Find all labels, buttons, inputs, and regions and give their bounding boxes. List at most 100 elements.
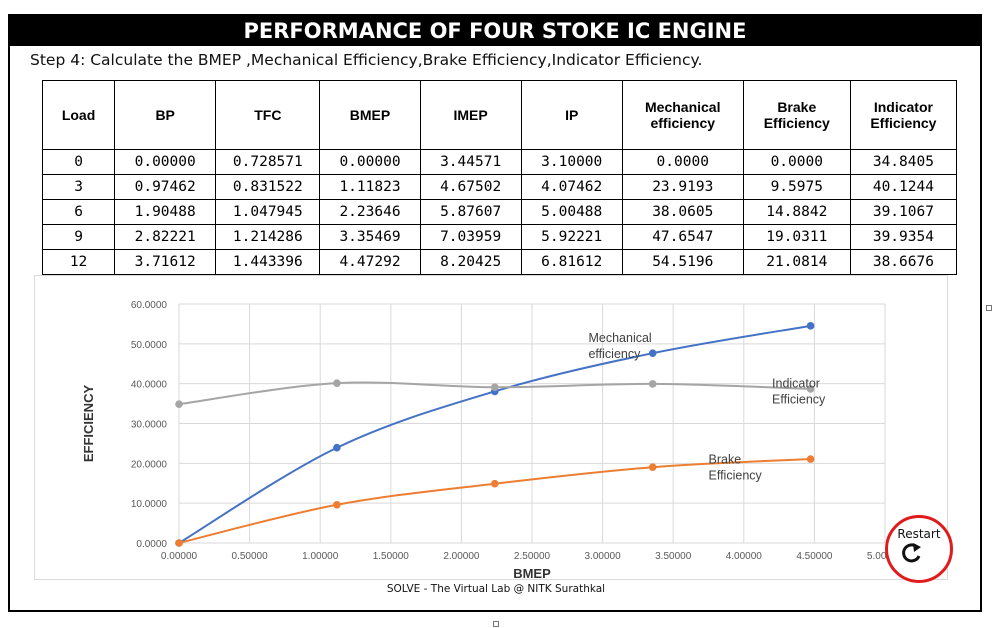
results-table: Load BP TFC BMEP IMEP IP Mechanical efficiency… [41, 80, 958, 275]
table-cell: 4.47292 [319, 249, 421, 275]
page-title: PERFORMANCE OF FOUR STOKE IC ENGINE [10, 16, 980, 46]
table-cell: 23.9193 [621, 174, 744, 200]
x-tick-label: 3.50000 [655, 551, 692, 562]
column-header: Mechanical efficiency [621, 80, 744, 150]
table-cell: 38.6676 [849, 249, 958, 275]
table-cell: 1.047945 [215, 199, 321, 225]
data-point [333, 500, 341, 509]
table-cell: 34.8405 [849, 149, 958, 175]
series-label: Efficiency [772, 393, 826, 407]
x-tick-label: 2.50000 [514, 551, 551, 562]
data-point [175, 400, 183, 409]
x-tick-label: 4.50000 [796, 551, 833, 562]
table-cell: 7.03959 [419, 224, 522, 250]
table-cell: 3 [41, 174, 116, 200]
table-cell: 2.23646 [319, 199, 421, 225]
table-cell: 54.5196 [621, 249, 744, 275]
table-cell: 1.443396 [215, 249, 321, 275]
data-point [333, 379, 341, 387]
table-cell: 6.81612 [520, 249, 623, 275]
x-tick-label: 2.00000 [443, 551, 480, 562]
edge-handle [493, 621, 499, 627]
x-tick-label: 0.00000 [161, 551, 198, 562]
series-label: Efficiency [709, 468, 763, 482]
data-point [333, 443, 341, 452]
x-tick-label: 4.00000 [726, 551, 763, 562]
column-header: Load [41, 80, 116, 150]
table-cell: 5.87607 [419, 199, 522, 225]
y-tick-label: 30.0000 [131, 420, 168, 431]
table-cell: 0.0000 [742, 149, 851, 175]
table-row: 6 1.90488 1.047945 2.23646 5.87607 5.00488 38.… [41, 199, 958, 225]
table-cell: 47.6547 [621, 224, 744, 250]
table-cell: 9.5975 [742, 174, 851, 200]
table-cell: 21.0814 [742, 249, 851, 275]
table-cell: 1.214286 [215, 224, 321, 250]
table-cell: 40.1244 [849, 174, 958, 200]
series-label: Indicator [772, 377, 820, 391]
y-tick-label: 60.0000 [131, 300, 168, 311]
data-point [490, 479, 499, 488]
y-tick-label: 0.0000 [136, 539, 167, 550]
column-header: BMEP [319, 80, 421, 150]
footer-credit: SOLVE - The Virtual Lab @ NITK Surathkal [386, 583, 606, 595]
table-cell: 3.71612 [114, 249, 217, 275]
data-point [175, 539, 183, 547]
table-cell: 19.0311 [742, 224, 851, 250]
table-cell: 3.10000 [520, 149, 623, 175]
x-axis-title: BMEP [513, 566, 551, 579]
x-tick-label: 1.00000 [302, 551, 339, 562]
data-point [806, 322, 815, 330]
y-axis-title: EFFICIENCY [81, 385, 96, 463]
table-cell: 0.00000 [114, 149, 217, 175]
table-cell: 2.82221 [114, 224, 217, 250]
edge-handle [986, 305, 992, 311]
y-tick-label: 40.0000 [131, 380, 168, 391]
table-row: 12 3.71612 1.443396 4.47292 8.20425 6.81612 54… [41, 249, 958, 275]
restart-label: Restart [897, 527, 941, 541]
table-row: 3 0.97462 0.831522 1.11823 4.67502 4.07462 23.… [41, 174, 958, 200]
table-cell: 6 [41, 199, 116, 225]
table-cell: 3.35469 [319, 224, 421, 250]
table-cell: 0.0000 [621, 149, 744, 175]
table-cell: 0.831522 [215, 174, 321, 200]
series-label: Brake [709, 452, 742, 466]
data-point [490, 383, 499, 392]
table-cell: 39.9354 [849, 224, 958, 250]
y-tick-label: 50.0000 [131, 340, 168, 351]
table-row: 9 2.82221 1.214286 3.35469 7.03959 5.92221 47.… [41, 224, 958, 250]
column-header: IP [520, 80, 623, 150]
table-cell: 0.728571 [215, 149, 321, 175]
data-point [806, 385, 815, 393]
table-cell: 38.0605 [621, 199, 744, 225]
series-label: efficiency [588, 347, 641, 361]
column-header: Brake Efficiency [742, 80, 851, 150]
data-point [648, 380, 657, 388]
chart-svg: 0.0000 10.0000 20.0000 30.0000 40.0000 50.000… [81, 300, 904, 579]
table-cell: 9 [41, 224, 116, 250]
x-tick-label: 0.50000 [232, 551, 269, 562]
table-cell: 0.00000 [319, 149, 421, 175]
series-label: Mechanical [588, 331, 651, 345]
y-tick-label: 20.0000 [131, 459, 168, 470]
table-cell: 4.67502 [419, 174, 522, 200]
table-cell: 39.1067 [849, 199, 958, 225]
series-line [178, 324, 811, 544]
table-cell: 3.44571 [419, 149, 522, 175]
column-header: IMEP [419, 80, 522, 150]
data-point [806, 455, 815, 463]
column-header: BP [114, 80, 217, 150]
column-header: Indicator Efficiency [849, 80, 958, 150]
table-cell: 12 [41, 249, 116, 275]
column-header: TFC [215, 80, 321, 150]
y-tick-label: 10.0000 [131, 499, 168, 510]
table-cell: 8.20425 [419, 249, 522, 275]
table-cell: 1.11823 [319, 174, 421, 200]
table-row: 0 0.00000 0.728571 0.00000 3.44571 3.10000 0.0… [41, 149, 958, 175]
x-tick-label: 1.50000 [373, 551, 410, 562]
data-point [648, 463, 657, 471]
table-cell: 5.92221 [520, 224, 623, 250]
restart-button[interactable]: Restart [885, 515, 953, 583]
table-cell: 5.00488 [520, 199, 623, 225]
table-body: 0 0.00000 0.728571 0.00000 3.44571 3.10000 0.0… [41, 149, 958, 275]
